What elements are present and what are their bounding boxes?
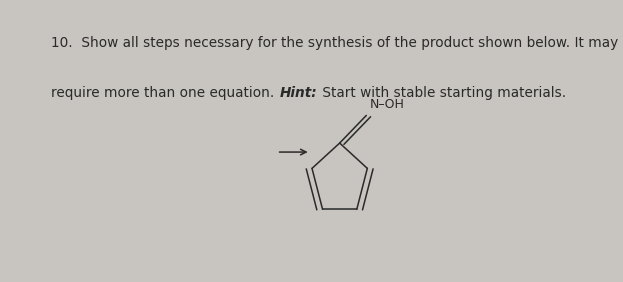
Text: require more than one equation.: require more than one equation.: [51, 86, 279, 100]
Text: N–OH: N–OH: [370, 98, 405, 111]
Text: Hint:: Hint:: [280, 86, 318, 100]
Text: Start with stable starting materials.: Start with stable starting materials.: [318, 86, 566, 100]
Text: 10.  Show all steps necessary for the synthesis of the product shown below. It m: 10. Show all steps necessary for the syn…: [51, 36, 619, 50]
